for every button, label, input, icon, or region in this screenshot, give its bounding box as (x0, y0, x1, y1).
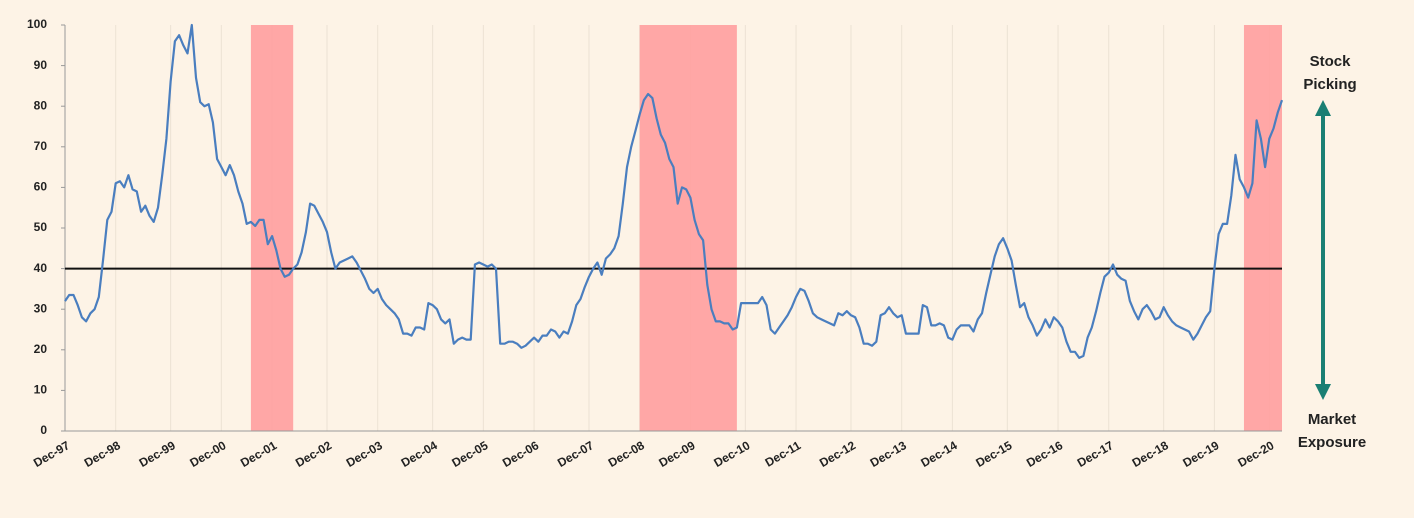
y-tick-label: 80 (34, 98, 48, 112)
x-tick-label: Dec-07 (555, 438, 596, 470)
y-tick-label: 0 (40, 423, 47, 437)
shaded-band (639, 25, 737, 431)
x-tick-label: Dec-12 (817, 438, 858, 470)
x-tick-label: Dec-13 (868, 438, 909, 470)
x-tick-label: Dec-18 (1130, 438, 1171, 470)
y-tick-label: 60 (34, 180, 48, 194)
x-tick-label: Dec-05 (449, 438, 490, 470)
y-tick-label: 20 (34, 342, 48, 356)
x-tick-label: Dec-06 (500, 438, 541, 470)
y-tick-label: 50 (34, 220, 48, 234)
x-tick-label: Dec-99 (137, 438, 178, 470)
x-tick-label: Dec-20 (1235, 438, 1276, 470)
y-tick-label: 40 (34, 261, 48, 275)
x-tick-label: Dec-19 (1180, 438, 1221, 470)
x-tick-label: Dec-17 (1075, 438, 1116, 470)
annotation: Picking (1303, 76, 1356, 93)
x-tick-label: Dec-08 (606, 438, 647, 470)
shaded-band (1243, 25, 1282, 431)
y-tick-label: 30 (34, 301, 48, 315)
y-tick-label: 70 (34, 139, 48, 153)
x-tick-label: Dec-11 (763, 438, 804, 470)
x-tick-label: Dec-10 (711, 438, 752, 470)
annotation: Stock (1310, 53, 1352, 70)
x-tick-label: Dec-14 (918, 438, 959, 470)
y-tick-label: 90 (34, 58, 48, 72)
annotation: Market (1308, 411, 1356, 428)
y-tick-label: 10 (34, 383, 48, 397)
x-tick-label: Dec-97 (31, 438, 72, 470)
annotation: Exposure (1298, 434, 1366, 451)
x-tick-label: Dec-98 (82, 438, 123, 470)
x-tick-label: Dec-00 (187, 438, 228, 470)
x-tick-label: Dec-15 (973, 438, 1014, 470)
x-tick-label: Dec-16 (1024, 438, 1065, 470)
x-tick-label: Dec-04 (399, 438, 440, 470)
y-tick-label: 100 (27, 17, 47, 31)
x-tick-label: Dec-01 (238, 438, 279, 470)
data-line (64, 23, 1284, 359)
x-tick-label: Dec-03 (344, 438, 385, 470)
x-tick-label: Dec-02 (293, 438, 334, 470)
x-tick-label: Dec-09 (656, 438, 697, 470)
shaded-band (250, 25, 294, 431)
